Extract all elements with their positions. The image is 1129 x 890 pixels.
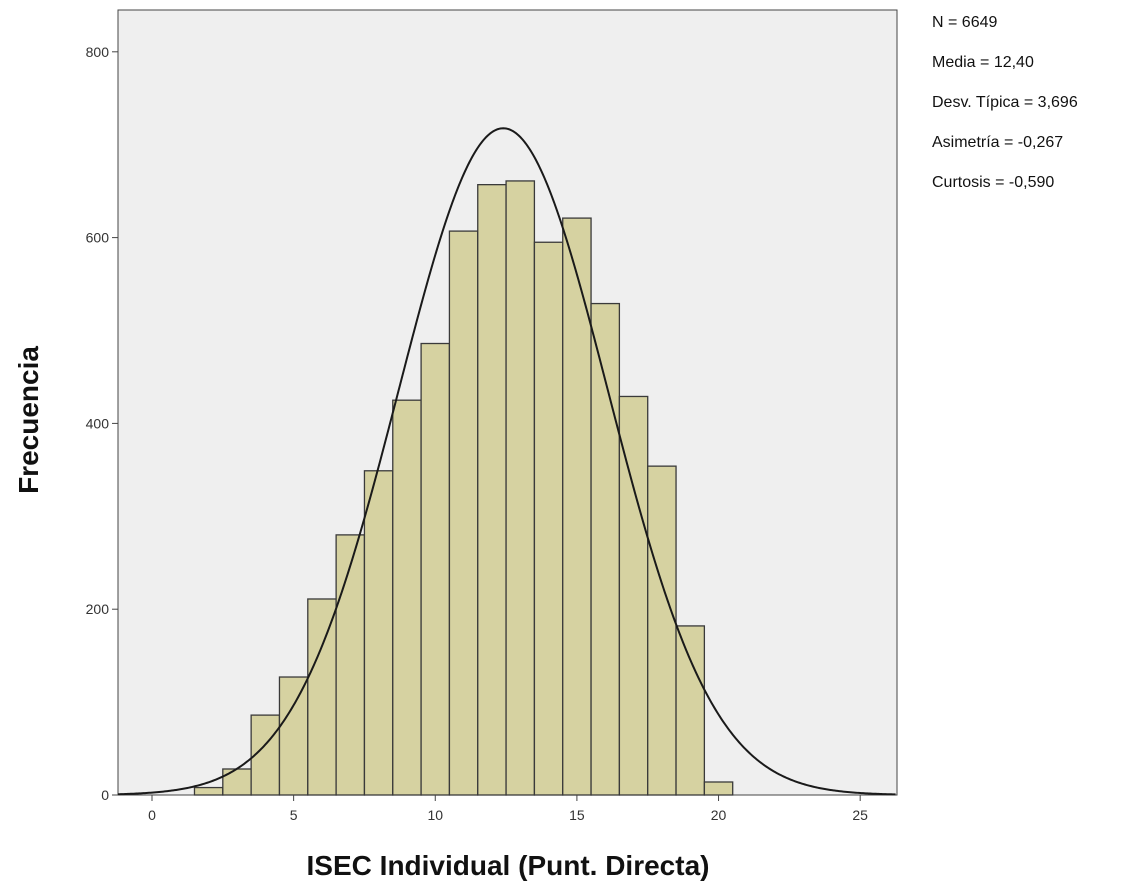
normal-curve [117,127,896,796]
y-tick-label: 200 [86,601,110,617]
stat-kurtosis: Curtosis = -0,590 [932,174,1054,191]
histogram-bar [618,395,649,796]
histogram-bar [647,465,677,796]
histogram-bar [562,217,592,796]
stat-mean: Media = 12,40 [932,54,1034,71]
histogram-bar [420,342,451,796]
histogram-bar [703,781,734,796]
y-tick-label: 0 [101,787,109,803]
x-tick-label: 20 [711,807,727,823]
stat-sd: Desv. Típica = 3,696 [932,94,1078,111]
x-tick-label: 25 [852,807,868,823]
y-axis-title: Frecuencia [13,346,44,494]
stat-skewness: Asimetría = -0,267 [932,134,1063,151]
x-tick-label: 10 [427,807,443,823]
histogram-bar [278,676,309,796]
histogram-bar [477,184,507,796]
x-axis-title: ISEC Individual (Punt. Directa) [307,850,710,881]
histogram-bar [335,534,366,796]
histogram-bar [193,786,224,796]
histogram-bar [675,625,706,796]
y-tick-label: 600 [86,230,110,246]
histogram-bar [222,768,252,796]
histogram-bar [590,302,621,796]
histogram-bar [392,399,422,796]
histogram-bar [448,230,479,796]
x-tick-label: 0 [148,807,156,823]
histogram-bar [307,598,337,796]
histogram-bar [505,180,536,796]
stats-legend: N = 6649 Media = 12,40 Desv. Típica = 3,… [932,14,1078,191]
stat-n: N = 6649 [932,14,997,31]
histogram-bar [533,241,564,796]
axes-group: 0 200 400 600 800 0 5 10 15 20 25 [86,44,869,823]
histogram-bar [363,470,394,796]
y-tick-label: 400 [86,415,110,431]
bars-group [193,180,734,796]
y-tick-label: 800 [86,44,110,60]
x-tick-label: 15 [569,807,585,823]
x-tick-label: 5 [290,807,298,823]
